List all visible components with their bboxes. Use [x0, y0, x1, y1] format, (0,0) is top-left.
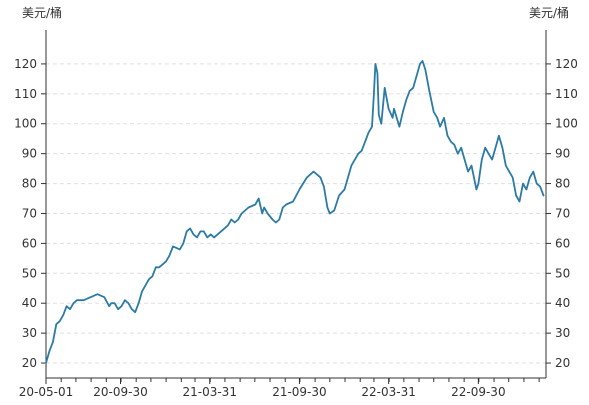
y-tick-label-left: 40 — [22, 296, 37, 310]
left-axis-unit-label: 美元/桶 — [22, 6, 63, 20]
y-tick-label-right: 20 — [555, 356, 570, 370]
y-tick-label-left: 50 — [22, 266, 37, 280]
y-tick-label-left: 80 — [22, 177, 37, 191]
series-layer — [45, 60, 545, 364]
y-tick-label-right: 90 — [555, 147, 570, 161]
y-tick-label-left: 100 — [14, 117, 37, 131]
y-tick-label-left: 60 — [22, 236, 37, 250]
y-tick-label-left: 110 — [14, 87, 37, 101]
y-tick-label-left: 20 — [22, 356, 37, 370]
y-tick-label-right: 100 — [555, 117, 578, 131]
y-tick-label-right: 70 — [555, 206, 570, 220]
x-tick-label: 22-03-31 — [361, 385, 415, 399]
y-tick-label-left: 90 — [22, 147, 37, 161]
y-tick-label-right: 40 — [555, 296, 570, 310]
axes: 20 20 30 30 40 40 50 50 60 60 70 70 80 80 90 90 100 100 11… — [14, 30, 578, 399]
y-tick-label-right: 50 — [555, 266, 570, 280]
x-tick-label: 20-05-01 — [19, 385, 73, 399]
x-tick-label: 22-09-30 — [451, 385, 505, 399]
right-axis-unit-label: 美元/桶 — [528, 6, 569, 20]
y-tick-label-left: 30 — [22, 326, 37, 340]
y-tick-label-right: 60 — [555, 236, 570, 250]
gridlines — [46, 63, 546, 364]
x-tick-label: 21-03-31 — [182, 385, 236, 399]
series-line — [45, 60, 545, 364]
x-tick-label: 20-09-30 — [93, 385, 147, 399]
y-tick-label-left: 120 — [14, 57, 37, 71]
y-tick-label-right: 30 — [555, 326, 570, 340]
y-tick-label-right: 120 — [555, 57, 578, 71]
y-tick-label-left: 70 — [22, 206, 37, 220]
x-tick-label: 21-09-30 — [272, 385, 326, 399]
y-tick-label-right: 80 — [555, 177, 570, 191]
y-tick-label-right: 110 — [555, 87, 578, 101]
